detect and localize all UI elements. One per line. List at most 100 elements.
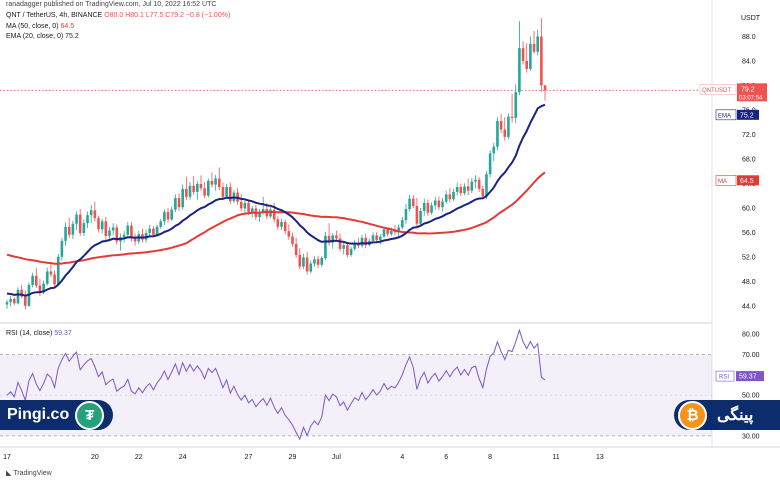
candle — [16, 289, 20, 304]
candle — [496, 120, 499, 147]
candle — [276, 219, 280, 227]
candle — [56, 256, 60, 285]
candle — [122, 234, 126, 238]
candle — [100, 221, 104, 230]
candle — [507, 116, 510, 137]
tradingview-icon: ◣ — [6, 470, 12, 477]
rsi-tag-label: RSI — [719, 375, 729, 381]
candle — [441, 201, 444, 208]
candle — [280, 221, 283, 227]
rsi-legend-label: RSI (14, close) — [6, 330, 53, 337]
last-price-value: 79.2 — [741, 86, 755, 93]
candle — [444, 194, 448, 202]
rsi-legend[interactable]: RSI (14, close) 59.37 — [6, 330, 72, 337]
candle — [529, 43, 532, 69]
tradingview-logo[interactable]: ◣ TradingView — [6, 469, 52, 477]
candle — [170, 209, 173, 220]
candle — [316, 259, 320, 265]
candle — [126, 225, 130, 235]
candle — [287, 231, 291, 237]
candle — [71, 223, 75, 235]
candle — [67, 226, 71, 235]
candle — [346, 245, 349, 255]
pingi-brand-right: ₿ پینگی — [674, 400, 780, 430]
candle — [104, 221, 108, 236]
ma-legend[interactable]: MA (50, close, 0) 64.5 — [6, 23, 74, 30]
candle — [305, 257, 309, 272]
candle — [518, 48, 521, 93]
pingi-brand-left: Pingi.co ₮ — [0, 400, 113, 430]
candle — [422, 202, 426, 211]
indicator-value-text: 75.2 — [740, 112, 754, 119]
candle — [536, 36, 539, 52]
last-price-tag — [737, 83, 767, 102]
candle — [400, 220, 404, 228]
candle — [349, 248, 353, 255]
rsi-value-text: 59.37 — [739, 374, 757, 381]
candle — [364, 237, 367, 246]
candle — [338, 238, 342, 249]
time-tick-label: 13 — [596, 454, 604, 461]
candle — [203, 188, 206, 196]
candle — [221, 187, 225, 197]
candle — [130, 225, 133, 239]
time-tick-label: 20 — [91, 454, 99, 461]
candle — [53, 274, 56, 285]
candle — [298, 254, 302, 267]
tether-icon: ₮ — [75, 400, 105, 430]
candle — [148, 228, 152, 233]
candle — [34, 275, 38, 286]
candle — [430, 205, 433, 213]
candle — [108, 230, 111, 236]
ma-line — [6, 171, 546, 265]
candle — [9, 299, 12, 303]
ema-legend-value: 75.2 — [65, 33, 79, 40]
time-tick-label: Jul — [332, 454, 341, 461]
candle — [382, 229, 386, 237]
candle — [532, 43, 536, 52]
candle — [31, 275, 34, 285]
candle — [474, 179, 477, 182]
candle — [324, 235, 327, 259]
rsi-legend-value: 59.37 — [54, 330, 72, 337]
time-tick-label: 17 — [3, 454, 11, 461]
indicator-tag-label: MA — [718, 179, 727, 185]
time-tick-label: 4 — [400, 454, 404, 461]
time-axis: 17 20 22 24 27 29 Jul 4 6 8 11 13 — [3, 454, 604, 461]
candle — [448, 194, 452, 200]
price-tick-label: 68.0 — [742, 156, 756, 163]
indicator-tag-label: EMA — [718, 113, 731, 119]
candle — [78, 214, 82, 233]
candle — [45, 271, 49, 284]
candle — [477, 179, 481, 189]
time-tick-label: 8 — [488, 454, 492, 461]
candle — [250, 208, 254, 213]
candle — [459, 187, 463, 194]
candle — [335, 235, 338, 239]
candle — [38, 285, 42, 293]
candle — [159, 221, 163, 227]
candle — [207, 180, 210, 196]
candle — [360, 237, 364, 246]
candle — [543, 85, 547, 91]
candle — [258, 212, 261, 218]
candle — [313, 259, 316, 264]
candle — [97, 218, 100, 230]
candle — [163, 212, 166, 222]
candle — [188, 185, 192, 197]
candle — [390, 231, 393, 235]
candle — [177, 198, 181, 208]
price-tick-label: 60.0 — [742, 205, 756, 212]
candle — [302, 257, 305, 267]
ema-legend[interactable]: EMA (20, close, 0) 75.2 — [6, 33, 79, 40]
price-tick-label: 84.0 — [742, 58, 756, 65]
ema-legend-label: EMA (20, close, 0) — [6, 33, 64, 40]
time-tick-label: 6 — [444, 454, 448, 461]
publisher-line: ranadagger published on TradingView.com,… — [6, 1, 217, 8]
candle — [393, 231, 397, 233]
candle — [199, 183, 203, 189]
candle — [294, 243, 298, 255]
candle — [397, 227, 400, 233]
symbol-label: QNT / TetherUS, 4h, BINANCE — [6, 12, 103, 19]
